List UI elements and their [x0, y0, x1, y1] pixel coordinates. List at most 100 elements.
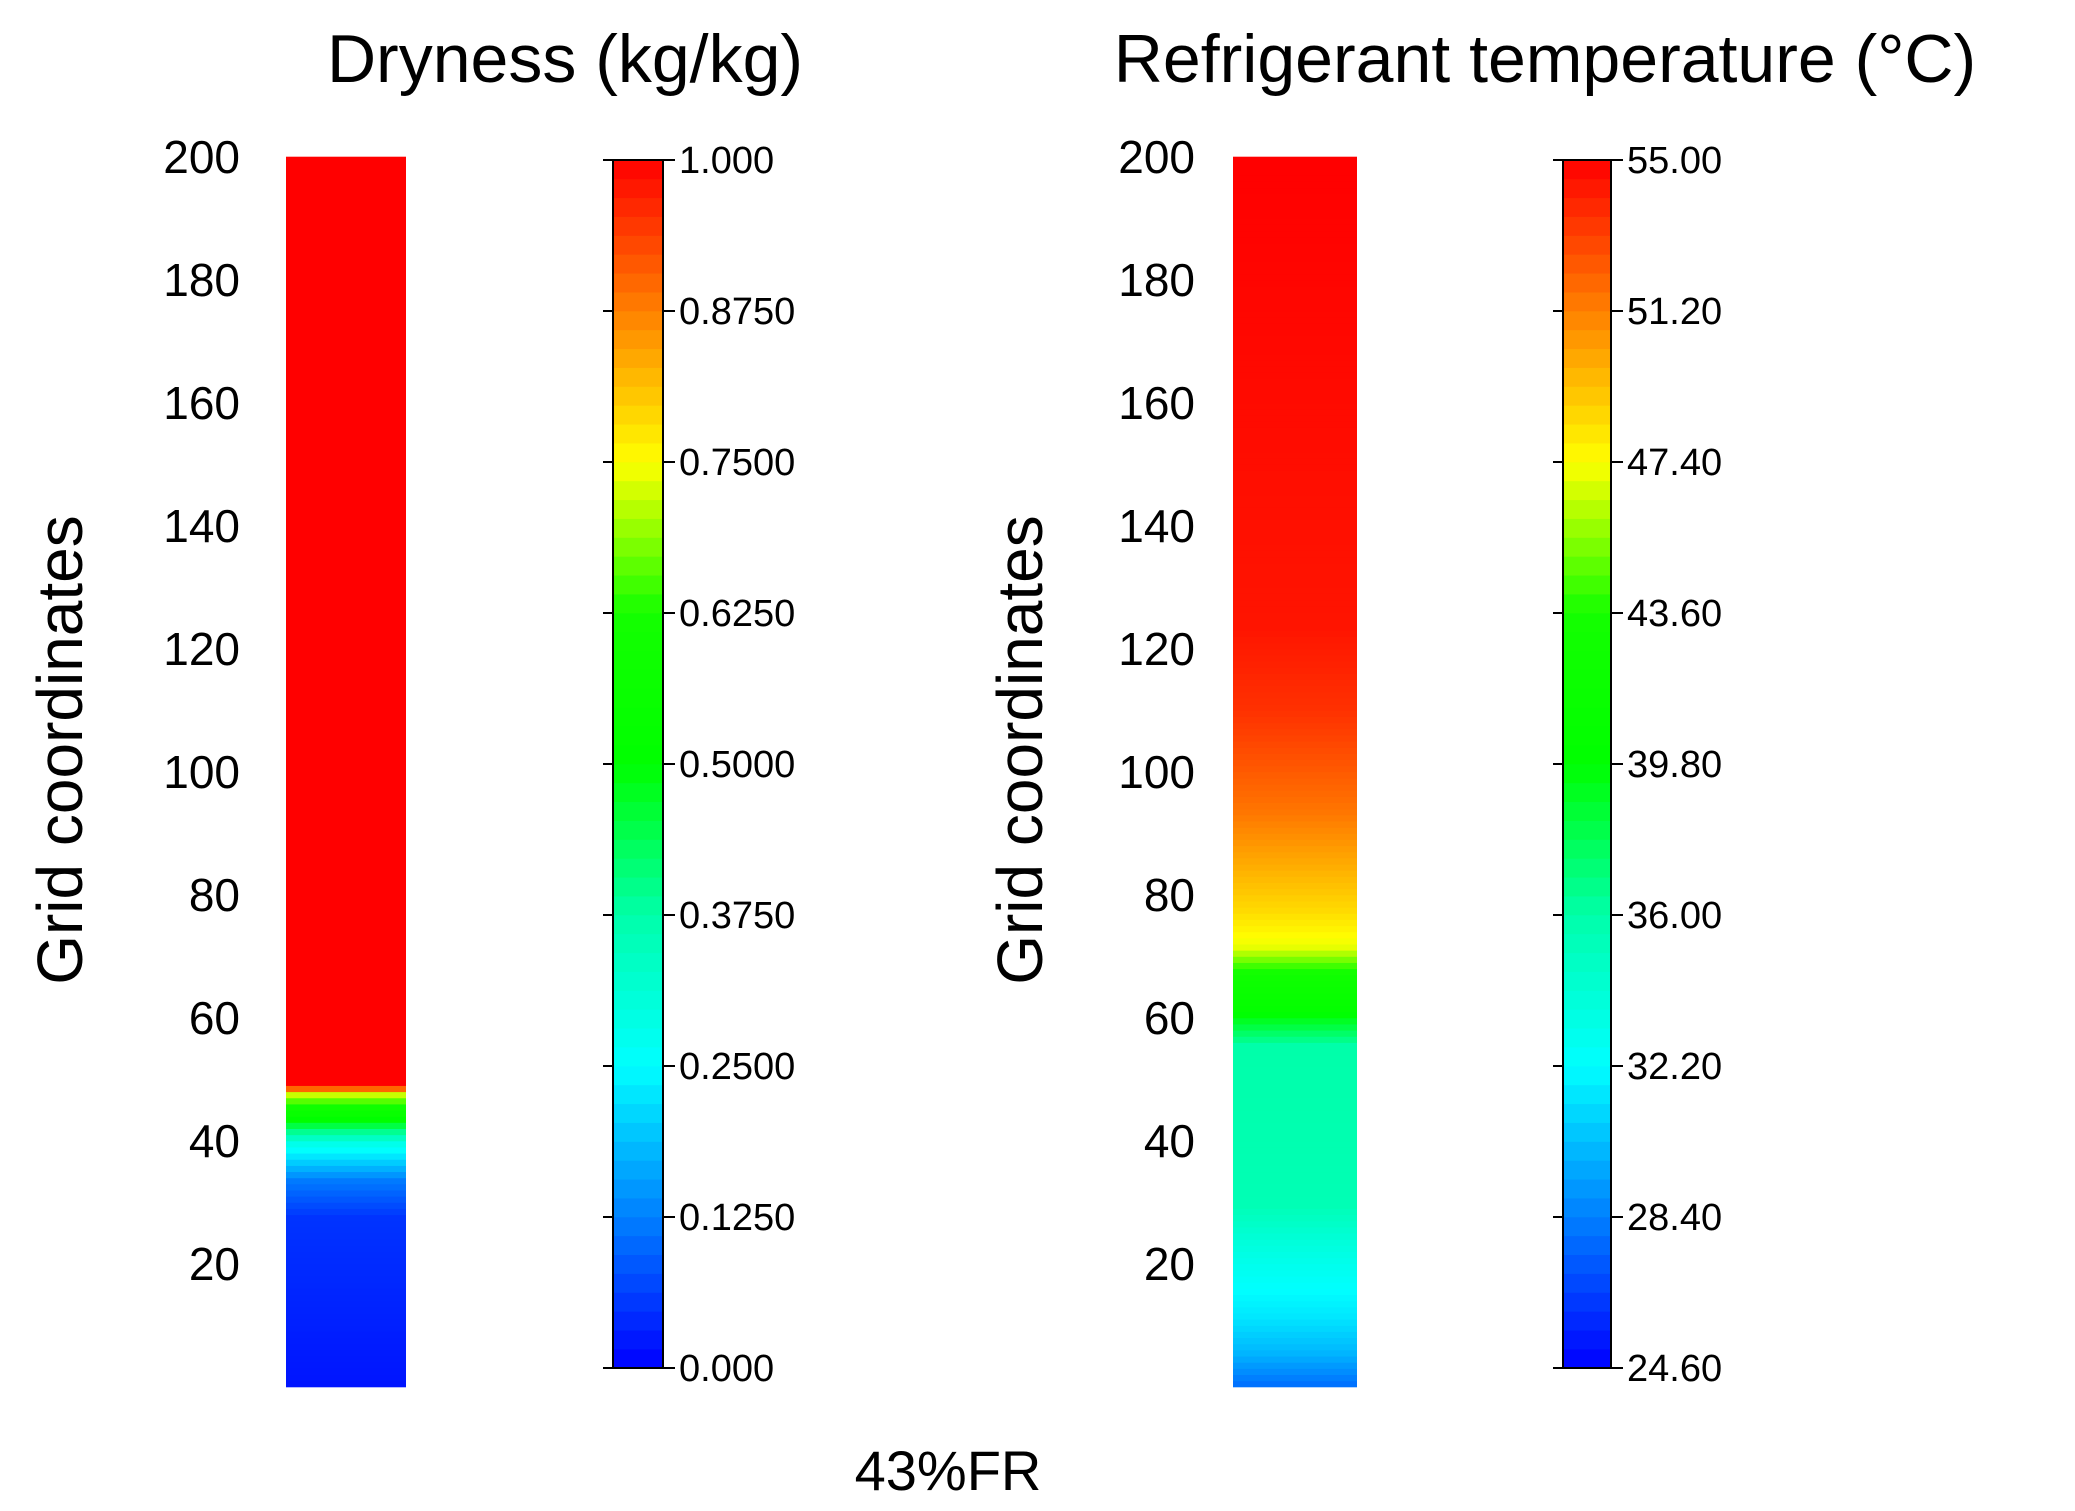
colorbar-band [1563, 461, 1611, 482]
profile-cell [1233, 630, 1357, 637]
profile-cell [1233, 162, 1357, 170]
colorbar-band [613, 1065, 663, 1086]
profile-cell [286, 488, 406, 496]
profile-cell [1233, 378, 1357, 385]
profile-cell [286, 1042, 406, 1050]
colorbar-band [613, 876, 663, 897]
colorbar-band [1563, 329, 1611, 350]
colorbar-tick-label: 1.000 [679, 140, 774, 182]
colorbar-band [613, 1292, 663, 1312]
colorbar-band [613, 423, 663, 444]
profile-cell [1233, 870, 1357, 877]
colorbar-band [1563, 839, 1611, 859]
profile-cell [286, 1085, 406, 1093]
profile-cell [1233, 765, 1357, 773]
profile-cell [1233, 335, 1357, 342]
profile-cell [286, 777, 406, 785]
y-tick-label: 120 [163, 623, 240, 675]
profile-cell [1233, 956, 1357, 963]
profile-cell [286, 292, 406, 299]
profile-cell [286, 1306, 406, 1314]
colorbar-band [613, 518, 663, 538]
profile-cell [286, 845, 406, 853]
colorbar-band [1563, 1065, 1611, 1086]
profile-cell [286, 753, 406, 760]
profile-cell [1233, 851, 1357, 859]
colorbar-band [1563, 725, 1611, 746]
profile-cell [286, 931, 406, 939]
profile-cell [1233, 445, 1357, 453]
profile-cell [1233, 402, 1357, 410]
colorbar-band [1563, 1122, 1611, 1142]
colorbar-band [1563, 197, 1611, 217]
profile-cell [286, 1337, 406, 1345]
profile-cell [1233, 777, 1357, 785]
profile-cell [286, 1349, 406, 1357]
colorbar-tick-label: 0.3750 [679, 895, 795, 937]
profile-cell [1233, 1337, 1357, 1345]
profile-cell [286, 162, 406, 170]
profile-cell [286, 1030, 406, 1037]
profile-cell [286, 408, 406, 416]
profile-cell [1233, 218, 1357, 225]
profile-cell [286, 1146, 406, 1154]
colorbar-band [613, 1197, 663, 1218]
profile-cell [286, 962, 406, 970]
profile-cell [1233, 322, 1357, 330]
colorbar-band [1563, 952, 1611, 972]
profile-cell [286, 261, 406, 268]
colorbar-band [613, 971, 663, 991]
profile-cell [1233, 1208, 1357, 1216]
colorbar-band [613, 801, 663, 821]
profile-cell [1233, 1263, 1357, 1271]
temperature-title: Refrigerant temperature (°C) [1114, 21, 1976, 97]
profile-cell [286, 937, 406, 945]
profile-cell [1233, 1257, 1357, 1265]
profile-cell [286, 870, 406, 877]
profile-cell [1233, 1066, 1357, 1074]
profile-cell [286, 747, 406, 754]
profile-cell [1233, 279, 1357, 287]
profile-cell [286, 402, 406, 410]
profile-cell [1233, 747, 1357, 754]
profile-cell [1233, 913, 1357, 920]
profile-cell [1233, 1122, 1357, 1129]
profile-cell [1233, 839, 1357, 847]
colorbar-tick-label: 32.20 [1627, 1046, 1722, 1088]
colorbar-band [1563, 593, 1611, 614]
y-tick-label: 100 [1118, 746, 1195, 798]
profile-cell [1233, 285, 1357, 293]
profile-cell [286, 1362, 406, 1369]
profile-cell [1233, 685, 1357, 693]
profile-cell [286, 1165, 406, 1173]
profile-cell [1233, 273, 1357, 281]
profile-cell [286, 630, 406, 637]
profile-cell [1233, 1085, 1357, 1093]
profile-cell [1233, 999, 1357, 1006]
profile-cell [1233, 673, 1357, 681]
profile-cell [1233, 784, 1357, 791]
colorbar-band [613, 556, 663, 576]
profile-cell [286, 820, 406, 828]
colorbar-band [613, 461, 663, 482]
profile-cell [1233, 1319, 1357, 1326]
profile-cell [286, 993, 406, 1000]
profile-cell [286, 415, 406, 422]
profile-cell [1233, 488, 1357, 496]
profile-cell [286, 1066, 406, 1074]
colorbar-band [1563, 1027, 1611, 1048]
colorbar-band [613, 348, 663, 368]
profile-cell [286, 1036, 406, 1043]
colorbar-band [613, 593, 663, 614]
profile-cell [1233, 476, 1357, 484]
profile-cell [286, 900, 406, 908]
colorbar-band [613, 725, 663, 746]
colorbar-band [1563, 744, 1611, 765]
profile-cell [1233, 716, 1357, 724]
profile-cell [1233, 482, 1357, 490]
colorbar-band [613, 499, 663, 519]
colorbar-band [1563, 650, 1611, 670]
profile-cell [1233, 193, 1357, 201]
profile-cell [286, 371, 406, 379]
profile-cell [1233, 1134, 1357, 1142]
